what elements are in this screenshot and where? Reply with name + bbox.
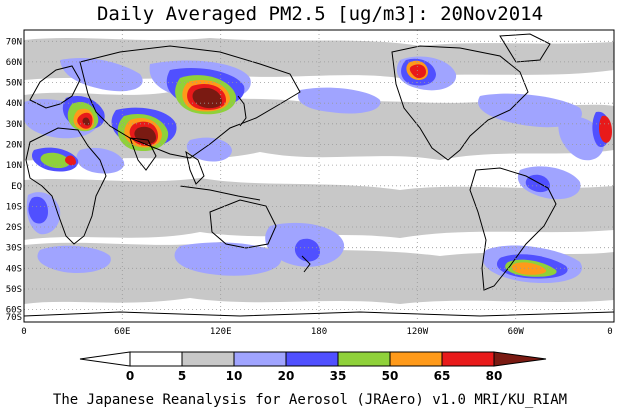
lat-label: 20N: [6, 141, 22, 151]
pm25-level-over-80: [82, 87, 222, 145]
lon-label: 180: [311, 327, 327, 337]
lon-label: 0: [21, 327, 26, 337]
coastline-antarctica: [24, 311, 614, 317]
coastline-north-america: [391, 45, 529, 161]
colorbar-segment: [181, 351, 235, 367]
pm25-level-5-10: [24, 38, 614, 304]
colorbar-segment: [389, 351, 443, 367]
coastline-africa: [25, 127, 107, 245]
coastline-india: [129, 137, 157, 171]
lon-label: 60W: [508, 327, 525, 337]
pm25-field: [24, 33, 614, 317]
lat-label: 10S: [6, 202, 22, 212]
colorbar-right-arrow: [493, 351, 547, 367]
lat-label: 50S: [6, 285, 22, 295]
coastline-indochina: [185, 150, 205, 185]
colorbar: 0 5 10 20 35 50 65 80: [79, 351, 547, 383]
coastlines: [24, 33, 614, 317]
lat-label: 30N: [6, 120, 22, 130]
lat-label: 30S: [6, 244, 22, 254]
colorbar-tick: 20: [278, 369, 295, 383]
map-frame: [23, 29, 615, 323]
lat-label: 60S: [6, 306, 22, 316]
coastline-south-america: [469, 167, 557, 291]
coastline-greenland: [499, 33, 551, 63]
lat-label: EQ: [11, 182, 22, 192]
lat-label: 70S: [6, 313, 22, 323]
colorbar-tick: 5: [178, 369, 186, 383]
coastline-asia: [79, 45, 301, 159]
coastline-australia: [209, 199, 277, 249]
map-panel: 70N 60N 50N 40N 30N 20N 10N EQ 10S 20S 3…: [6, 29, 615, 337]
lat-label: 40S: [6, 264, 22, 274]
coastline-new-zealand: [301, 255, 311, 273]
lat-label: 10N: [6, 161, 22, 171]
graticule: [24, 30, 614, 322]
colorbar-segment: [129, 351, 183, 367]
lat-label: 70N: [6, 37, 22, 47]
colorbar-segment: [233, 351, 287, 367]
colorbar-tick: 50: [382, 369, 399, 383]
colorbar-tick: 80: [486, 369, 503, 383]
longitude-labels: 0 60E 120E 180 120W 60W 0: [21, 327, 612, 337]
colorbar-tick: 10: [226, 369, 243, 383]
colorbar-segment: [337, 351, 391, 367]
colorbar-tick: 0: [126, 369, 134, 383]
colorbar-tick: 35: [330, 369, 347, 383]
colorbar-segment: [285, 351, 339, 367]
colorbar-left-arrow: [79, 351, 131, 367]
lon-label: 0: [607, 327, 612, 337]
coastline-japan: [237, 95, 247, 127]
footer-credit: The Japanese Reanalysis for Aerosol (JRA…: [53, 392, 567, 408]
lat-label: 40N: [6, 99, 22, 109]
map-title: Daily Averaged PM2.5 [ug/m3]: 20Nov2014: [97, 3, 543, 25]
coastline-indonesia: [179, 185, 261, 201]
colorbar-tick: 65: [434, 369, 451, 383]
lon-label: 60E: [114, 327, 130, 337]
coastline-europe: [29, 65, 81, 109]
lat-label: 60N: [6, 58, 22, 68]
lon-label: 120W: [406, 327, 428, 337]
colorbar-segment: [441, 351, 495, 367]
lat-label: 20S: [6, 223, 22, 233]
lon-label: 120E: [210, 327, 232, 337]
lat-label: 50N: [6, 79, 22, 89]
latitude-labels: 70N 60N 50N 40N 30N 20N 10N EQ 10S 20S 3…: [6, 37, 22, 323]
